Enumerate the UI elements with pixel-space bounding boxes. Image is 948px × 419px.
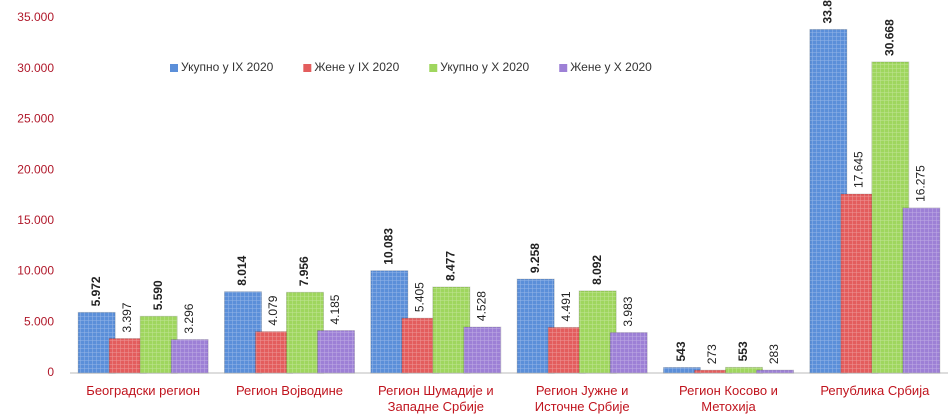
- x-tick-label: Регион Војводине: [235, 383, 344, 398]
- bar-texture: [286, 292, 324, 373]
- legend-label: Укупно у X 2020: [440, 60, 529, 74]
- y-tick-label: 0: [47, 365, 54, 379]
- bar-texture: [840, 194, 878, 373]
- value-label: 5.972: [89, 276, 103, 306]
- bar-texture: [78, 312, 116, 373]
- x-tick-label: Регион Косово и Метохија: [679, 383, 778, 414]
- value-label: 8.477: [444, 251, 458, 281]
- bar-texture: [663, 367, 701, 373]
- bar-texture: [579, 290, 617, 373]
- x-tick-label: Београдски регион: [86, 383, 201, 398]
- bar-texture: [140, 316, 178, 373]
- bar-texture: [756, 370, 794, 373]
- legend-label: Укупно у IX 2020: [181, 60, 274, 74]
- bar-texture: [871, 61, 909, 374]
- value-label: 283: [767, 344, 781, 364]
- legend-label: Жене у X 2020: [570, 60, 652, 74]
- legend-swatch: [559, 64, 568, 72]
- legend-swatch: [429, 64, 438, 72]
- value-label: 3.397: [120, 302, 134, 332]
- bar-texture: [317, 330, 355, 373]
- bar-texture: [548, 327, 586, 373]
- legend-swatch: [303, 64, 312, 72]
- bar-texture: [109, 338, 147, 373]
- x-tick-label: Република Србија: [820, 383, 930, 398]
- legend-label: Жене у IX 2020: [314, 60, 399, 74]
- bar-texture: [224, 291, 262, 373]
- bar-texture: [171, 339, 209, 373]
- y-tick-label: 10.000: [17, 264, 54, 278]
- bar-texture: [694, 370, 732, 373]
- y-tick-label: 25.000: [17, 112, 54, 126]
- bar-texture: [370, 270, 408, 373]
- bar-texture: [902, 207, 940, 373]
- legend-swatch: [170, 64, 178, 72]
- value-label: 16.275: [914, 165, 928, 202]
- bar-texture: [725, 367, 763, 373]
- value-label: 3.296: [182, 303, 196, 333]
- value-label: 7.956: [297, 256, 311, 286]
- value-label: 33.870: [821, 0, 835, 23]
- bar-texture: [432, 287, 470, 373]
- value-label: 10.083: [382, 228, 396, 265]
- value-label: 9.258: [528, 243, 542, 273]
- value-label: 4.528: [475, 291, 489, 321]
- bar-texture: [517, 279, 555, 373]
- value-label: 17.645: [852, 151, 866, 188]
- bar-texture: [463, 327, 501, 373]
- value-label: 4.491: [559, 291, 573, 321]
- x-tick-label: Регион Јужне и Источне Србије: [534, 383, 630, 414]
- value-label: 8.092: [590, 255, 604, 285]
- bar-texture: [610, 332, 648, 373]
- value-label: 4.185: [328, 294, 342, 324]
- bar-texture: [255, 331, 293, 373]
- bar-texture: [809, 29, 847, 374]
- y-tick-label: 5.000: [24, 314, 54, 328]
- value-label: 3.983: [621, 296, 635, 326]
- value-label: 5.590: [151, 280, 165, 310]
- x-tick-label: Регион Шумадије и Западне Србије: [378, 383, 494, 414]
- value-label: 8.014: [235, 255, 249, 285]
- y-tick-label: 15.000: [17, 213, 54, 227]
- value-label: 543: [674, 341, 688, 361]
- bar-texture: [401, 318, 439, 373]
- value-label: 4.079: [266, 295, 280, 325]
- value-label: 5.405: [413, 282, 427, 312]
- value-label: 30.668: [883, 19, 897, 56]
- value-label: 273: [705, 344, 719, 364]
- y-tick-label: 35.000: [17, 10, 54, 24]
- y-tick-label: 20.000: [17, 162, 54, 176]
- y-tick-label: 30.000: [17, 61, 54, 75]
- value-label: 553: [736, 341, 750, 361]
